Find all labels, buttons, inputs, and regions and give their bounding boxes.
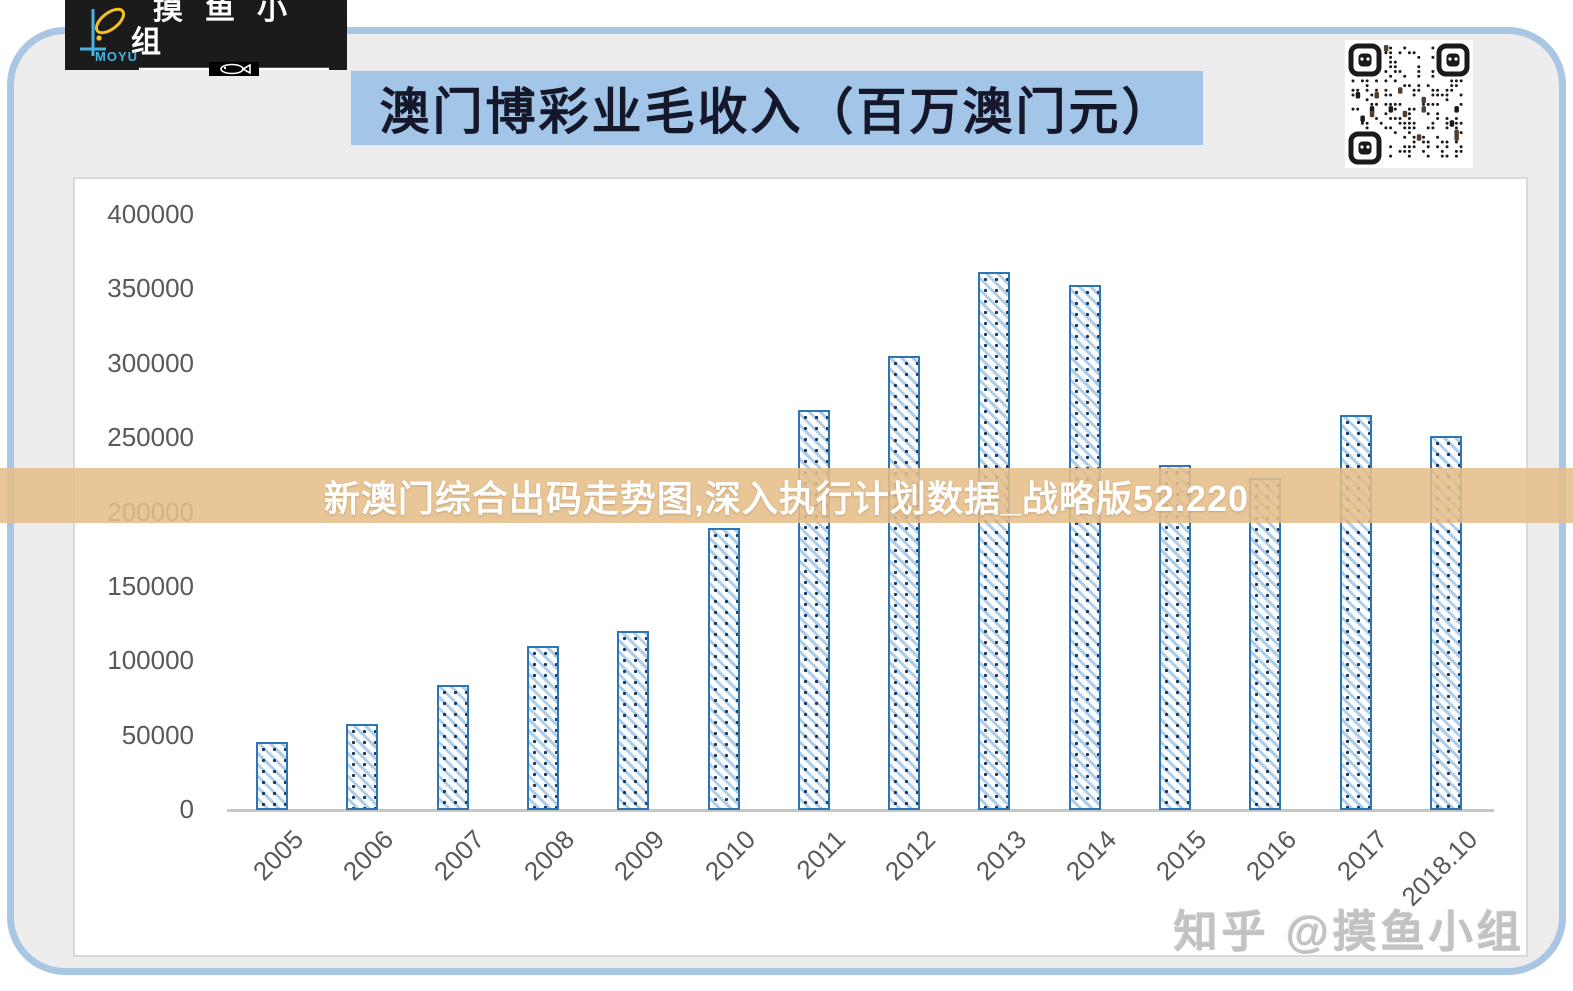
bar-2009 — [617, 630, 650, 810]
x-axis-tick-label: 2017 — [1330, 824, 1393, 887]
bar-2013 — [978, 271, 1011, 810]
bar-2010 — [707, 527, 740, 810]
y-axis-tick-label: 400000 — [107, 199, 194, 229]
x-axis-tick-label: 2015 — [1150, 824, 1213, 887]
x-axis-tick-label: 2013 — [969, 824, 1032, 887]
y-axis-tick-label: 100000 — [107, 645, 194, 676]
moyu-logo-wordmark: MOYU — [95, 49, 138, 64]
x-axis-tick-label: 2005 — [247, 824, 310, 887]
credit-watermark: 知乎 @摸鱼小组 — [1173, 908, 1525, 957]
bar-2015 — [1159, 465, 1191, 810]
y-axis-tick-label: 150000 — [107, 570, 194, 601]
chart-title: 澳门博彩业毛收入（百万澳门元） — [379, 84, 1175, 140]
chart-title-bar: 澳门博彩业毛收入（百万澳门元） — [351, 71, 1203, 145]
bar-2007 — [436, 685, 469, 810]
x-axis-tick-label: 2007 — [427, 824, 490, 887]
bar-2012 — [888, 356, 921, 810]
y-axis-tick-label: 50000 — [121, 719, 194, 750]
moyu-logo: MOYU 摸鱼小组 — [65, 0, 347, 76]
x-axis-tick-label: 2012 — [879, 824, 942, 887]
x-axis-tick-label: 2009 — [608, 824, 671, 887]
bar-2006 — [346, 724, 379, 810]
moyu-logo-cn-text: 摸鱼小组 — [131, 0, 309, 59]
bar-2014 — [1068, 285, 1101, 810]
y-axis-tick-label: 250000 — [107, 422, 194, 453]
y-axis-tick-label: 0 — [179, 794, 194, 824]
x-axis-tick-label: 2014 — [1059, 824, 1122, 887]
x-axis-tick-label: 2011 — [790, 824, 852, 885]
bar-2008 — [526, 646, 559, 810]
x-axis-tick-label: 2008 — [518, 824, 581, 887]
overlay-banner: 新澳门综合出码走势图,深入执行计划数据_战略版52.220 — [0, 468, 1573, 523]
fish-divider-icon — [139, 62, 329, 76]
x-axis-tick-label: 2006 — [337, 824, 400, 887]
qr-code — [1345, 40, 1473, 168]
overlay-banner-text: 新澳门综合出码走势图,深入执行计划数据_战略版52.220 — [323, 477, 1250, 519]
y-axis-tick-label: 350000 — [107, 273, 194, 304]
y-axis-tick-label: 300000 — [107, 347, 194, 378]
bar-2016 — [1249, 477, 1282, 810]
chart-panel: 0500001000001500002000002500003000003500… — [73, 177, 1528, 957]
x-axis-tick-label: 2010 — [698, 824, 761, 887]
bar-2005 — [256, 741, 288, 810]
plot-area: 0500001000001500002000002500003000003500… — [75, 179, 1526, 955]
x-axis-tick-label: 2016 — [1240, 824, 1303, 887]
x-axis-line — [227, 809, 1494, 812]
moyu-logo-icon: MOYU — [73, 4, 137, 66]
